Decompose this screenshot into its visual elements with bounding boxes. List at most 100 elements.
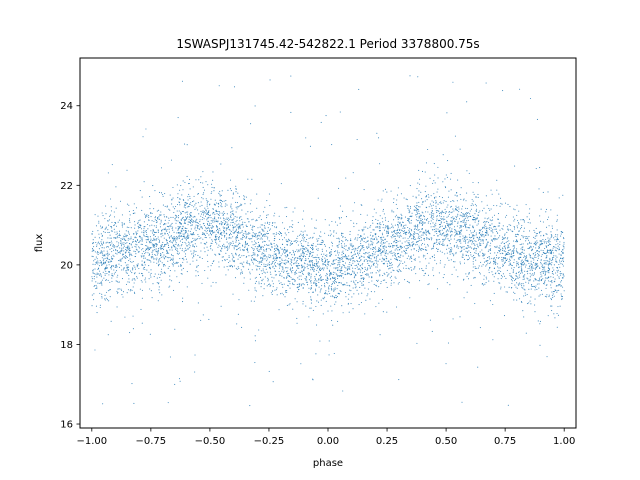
data-point xyxy=(195,219,197,221)
data-point xyxy=(363,256,365,258)
data-point xyxy=(353,226,355,228)
data-point xyxy=(471,241,473,243)
data-point xyxy=(542,239,544,241)
data-point xyxy=(482,242,484,244)
data-point xyxy=(332,277,334,279)
data-point xyxy=(371,243,373,245)
data-point xyxy=(354,268,356,270)
data-point xyxy=(502,90,504,92)
data-point xyxy=(347,266,349,268)
data-point xyxy=(392,269,394,271)
data-point xyxy=(431,330,433,333)
data-point xyxy=(136,232,138,234)
data-point xyxy=(322,264,324,266)
data-point xyxy=(379,250,381,252)
data-point xyxy=(142,275,144,277)
data-point xyxy=(185,216,187,218)
data-point xyxy=(211,239,213,241)
data-point xyxy=(318,258,320,260)
data-point xyxy=(417,237,419,239)
data-point xyxy=(398,236,400,238)
data-point xyxy=(127,264,129,266)
data-point xyxy=(247,218,249,220)
data-point xyxy=(445,231,447,233)
data-point xyxy=(504,233,506,235)
data-point xyxy=(316,269,318,271)
data-point xyxy=(394,239,396,241)
data-point xyxy=(382,259,384,261)
data-point xyxy=(312,291,315,293)
data-point xyxy=(326,268,328,270)
data-point xyxy=(298,275,300,277)
data-point xyxy=(108,242,110,244)
data-point xyxy=(133,402,135,405)
data-point xyxy=(246,233,248,235)
data-point xyxy=(464,241,466,243)
data-point xyxy=(418,249,420,251)
data-point xyxy=(345,216,348,218)
data-point xyxy=(221,248,223,250)
data-point xyxy=(459,214,461,216)
data-point xyxy=(226,237,228,239)
data-point xyxy=(423,270,425,272)
data-point xyxy=(549,250,551,252)
data-point xyxy=(474,267,476,270)
data-point xyxy=(500,202,502,204)
data-point xyxy=(411,269,413,271)
data-point xyxy=(206,212,208,214)
data-point xyxy=(307,251,309,253)
data-point xyxy=(114,221,116,224)
data-point xyxy=(343,264,345,266)
data-point xyxy=(405,233,407,235)
data-point xyxy=(139,247,141,249)
data-point xyxy=(466,291,468,293)
data-point xyxy=(502,237,504,239)
data-point xyxy=(354,249,356,251)
data-point xyxy=(356,266,358,268)
data-point xyxy=(197,274,199,277)
data-point xyxy=(115,270,118,272)
data-point xyxy=(245,262,248,264)
data-point xyxy=(232,227,234,229)
data-point xyxy=(311,262,314,264)
data-point xyxy=(541,253,543,256)
data-point xyxy=(388,262,391,264)
data-point xyxy=(137,265,139,267)
data-point xyxy=(504,247,506,249)
data-point xyxy=(449,220,452,222)
data-point xyxy=(363,238,366,240)
data-point xyxy=(268,370,270,373)
data-point xyxy=(363,246,365,248)
data-point xyxy=(192,244,194,246)
data-point xyxy=(533,262,535,264)
data-point xyxy=(339,269,341,271)
data-point xyxy=(218,237,220,239)
data-point xyxy=(255,243,257,245)
data-point xyxy=(129,214,131,216)
data-point xyxy=(186,236,188,238)
data-point xyxy=(386,258,388,260)
data-point xyxy=(529,230,531,232)
data-point xyxy=(202,217,204,219)
data-point xyxy=(123,242,125,244)
data-point xyxy=(409,256,411,258)
data-point xyxy=(210,226,212,228)
data-point xyxy=(546,277,548,279)
data-point xyxy=(150,242,152,244)
data-point xyxy=(230,211,232,213)
data-point xyxy=(502,265,504,267)
data-point xyxy=(540,263,542,265)
data-point xyxy=(149,212,152,214)
data-point xyxy=(374,260,376,262)
data-point xyxy=(251,236,253,238)
data-point xyxy=(447,226,450,228)
data-point xyxy=(286,304,288,307)
data-point xyxy=(335,259,337,261)
data-point xyxy=(157,217,159,219)
data-point xyxy=(100,261,102,263)
data-point xyxy=(361,246,363,248)
data-point xyxy=(101,297,103,299)
data-point xyxy=(540,235,542,237)
data-point xyxy=(126,256,129,258)
data-point xyxy=(247,211,249,213)
